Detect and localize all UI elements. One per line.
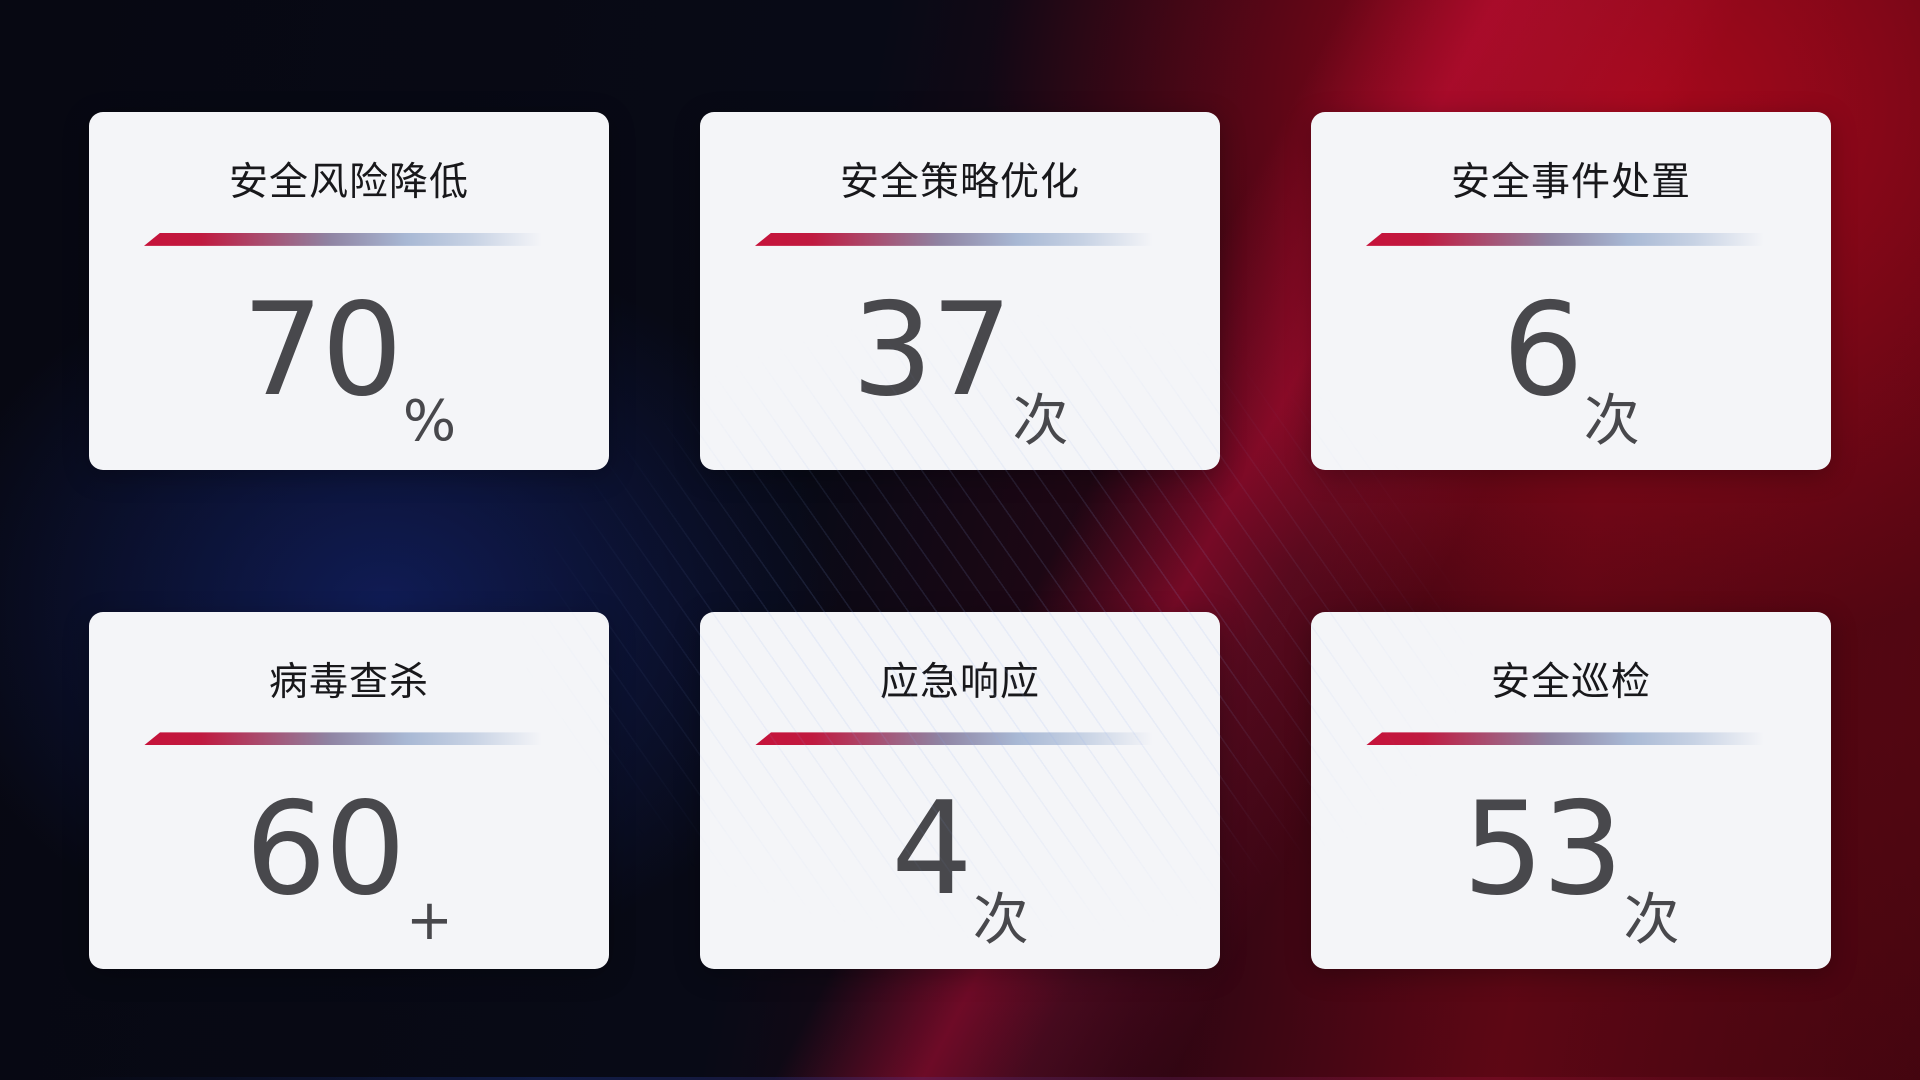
stat-card-incident-handling: 安全事件处置 6 次 bbox=[1311, 112, 1831, 470]
card-title: 安全事件处置 bbox=[1450, 160, 1691, 205]
gradient-divider bbox=[144, 732, 554, 746]
gradient-divider bbox=[755, 232, 1165, 246]
stat-value: 4 bbox=[891, 775, 972, 925]
stat-card-security-risk-reduction: 安全风险降低 70 % bbox=[89, 112, 609, 470]
stat-card-emergency-response: 应急响应 4 次 bbox=[700, 611, 1220, 969]
stat-value: 70 bbox=[241, 275, 403, 425]
stat-card-policy-optimization: 安全策略优化 37 次 bbox=[700, 112, 1220, 470]
stat-unit: 次 bbox=[972, 888, 1029, 953]
stat-unit: % bbox=[402, 388, 457, 454]
card-title: 病毒查杀 bbox=[268, 659, 429, 705]
card-value-group: 4 次 bbox=[755, 745, 1165, 969]
gradient-divider bbox=[144, 232, 554, 246]
stat-unit: 次 bbox=[1583, 388, 1640, 454]
card-title: 安全风险降低 bbox=[228, 160, 469, 205]
card-value-group: 53 次 bbox=[1366, 745, 1776, 969]
gradient-divider bbox=[1366, 232, 1776, 246]
gradient-divider bbox=[1366, 732, 1776, 746]
gradient-divider bbox=[755, 732, 1165, 746]
stat-card-security-inspection: 安全巡检 53 次 bbox=[1311, 611, 1831, 969]
stat-value: 37 bbox=[851, 275, 1013, 425]
stat-value: 53 bbox=[1462, 775, 1624, 925]
card-title: 安全巡检 bbox=[1490, 659, 1651, 705]
stat-unit: 次 bbox=[1623, 888, 1680, 953]
card-title: 安全策略优化 bbox=[839, 160, 1080, 205]
stat-card-virus-scan: 病毒查杀 60 + bbox=[89, 611, 609, 969]
card-title: 应急响应 bbox=[879, 659, 1040, 705]
bottom-accent-line bbox=[0, 1077, 1920, 1080]
stat-value: 6 bbox=[1502, 275, 1583, 425]
card-value-group: 60 + bbox=[144, 745, 554, 969]
stat-unit: 次 bbox=[1012, 388, 1069, 454]
card-value-group: 37 次 bbox=[755, 246, 1165, 470]
card-value-group: 6 次 bbox=[1366, 246, 1776, 470]
card-value-group: 70 % bbox=[144, 246, 554, 470]
stat-unit: + bbox=[405, 888, 453, 953]
stat-value: 60 bbox=[245, 775, 406, 925]
